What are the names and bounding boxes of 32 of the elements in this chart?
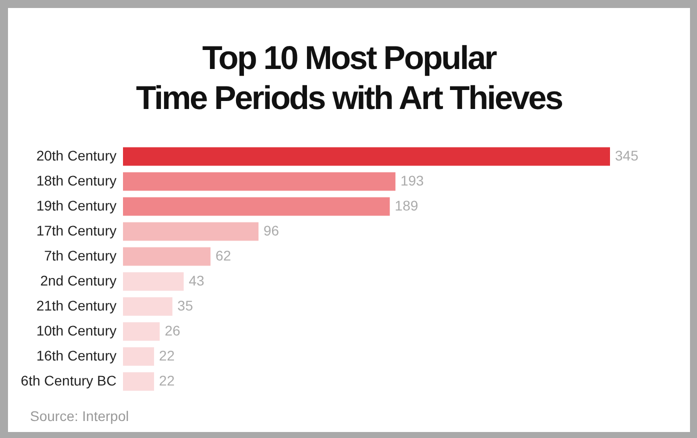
y-tick-label: 7th Century <box>44 248 116 264</box>
y-tick-label: 2nd Century <box>40 272 116 288</box>
source-note: Source: Interpol <box>30 408 129 424</box>
data-label: 22 <box>159 348 175 364</box>
bar <box>123 297 172 316</box>
y-tick-label: 18th Century <box>36 172 116 188</box>
y-tick-label: 6th Century BC <box>20 372 116 388</box>
data-label: 43 <box>188 272 204 288</box>
chart-title: Top 10 Most Popular Time Periods with Art Thieves <box>135 38 564 118</box>
y-tick-label: 16th Century <box>36 348 116 364</box>
data-label: 26 <box>164 322 180 338</box>
data-label: 345 <box>615 148 639 164</box>
y-tick-label: 17th Century <box>36 222 116 238</box>
data-label: 22 <box>159 372 175 388</box>
data-label: 35 <box>177 298 194 314</box>
bar <box>123 347 154 366</box>
data-label: 62 <box>216 248 232 264</box>
y-tick-label: 21th Century <box>36 298 116 314</box>
bar <box>123 247 211 266</box>
bar <box>123 272 184 291</box>
y-tick-label: 20th Century <box>36 148 116 164</box>
bar <box>123 322 160 341</box>
bar <box>123 197 390 216</box>
data-label: 96 <box>264 222 280 238</box>
bar <box>123 147 610 166</box>
y-tick-label: 10th Century <box>36 322 116 338</box>
data-label: 189 <box>394 198 418 214</box>
bar <box>123 172 396 191</box>
bar <box>123 372 154 391</box>
data-label: 193 <box>400 172 424 188</box>
y-tick-label: 19th Century <box>36 198 116 214</box>
bar <box>123 222 259 241</box>
